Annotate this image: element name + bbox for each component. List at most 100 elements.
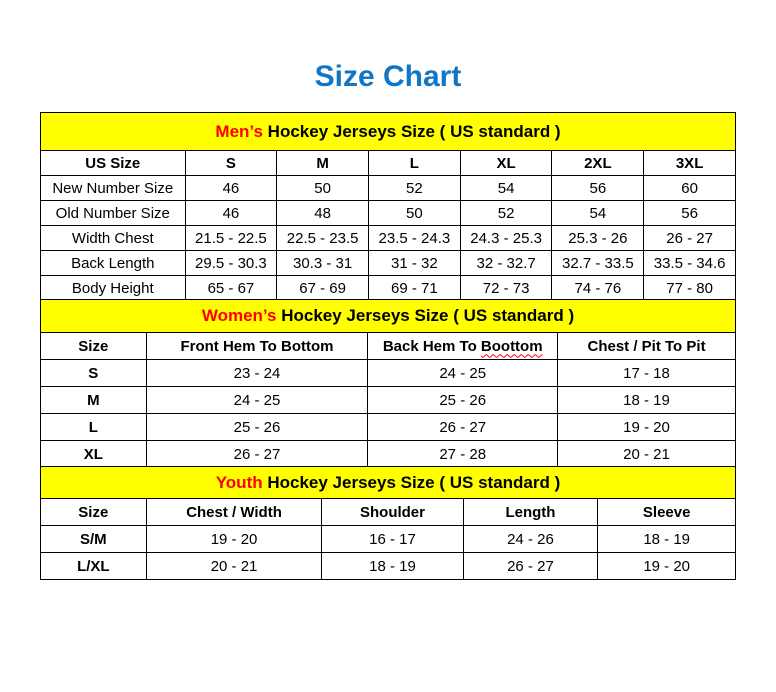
womens-section-header-row: Women’s Hockey Jerseys Size ( US standar…	[40, 299, 736, 333]
mens-column-header: 3XL	[643, 150, 736, 176]
womens-size-table: Women’s Hockey Jerseys Size ( US standar…	[40, 299, 736, 468]
youth-column-header: Shoulder	[321, 498, 464, 526]
mens-data-cell: 22.5 - 23.5	[276, 225, 370, 251]
womens-data-cell: 25 - 26	[145, 413, 369, 441]
table-row: S/M 19 - 20 16 - 17 24 - 26 18 - 19	[40, 525, 736, 553]
table-row: L/XL 20 - 21 18 - 19 26 - 27 19 - 20	[40, 552, 736, 580]
youth-section-title: Youth Hockey Jerseys Size ( US standard …	[40, 466, 736, 499]
mens-column-header: XL	[459, 150, 553, 176]
womens-data-cell: 26 - 27	[145, 440, 369, 468]
table-row: Body Height 65 - 67 67 - 69 69 - 71 72 - 73 7…	[40, 275, 736, 301]
womens-column-header: Front Hem To Bottom	[145, 332, 369, 360]
youth-data-cell: 18 - 19	[321, 552, 464, 580]
mens-section-header-row: Men’s Hockey Jerseys Size ( US standard …	[40, 112, 736, 151]
youth-data-cell: 18 - 19	[597, 525, 736, 553]
mens-data-cell: 54	[551, 200, 645, 226]
womens-data-cell: 20 - 21	[557, 440, 736, 468]
youth-data-cell: 19 - 20	[597, 552, 736, 580]
youth-size-table: Youth Hockey Jerseys Size ( US standard …	[40, 466, 736, 580]
mens-data-cell: 72 - 73	[459, 275, 553, 301]
mens-data-cell: 56	[643, 200, 736, 226]
mens-data-cell: 32 - 32.7	[459, 250, 553, 276]
mens-data-cell: 30.3 - 31	[276, 250, 370, 276]
mens-data-cell: 67 - 69	[276, 275, 370, 301]
womens-data-cell: 19 - 20	[557, 413, 736, 441]
mens-size-table: Men’s Hockey Jerseys Size ( US standard …	[40, 112, 736, 301]
mens-column-header: M	[276, 150, 370, 176]
womens-data-cell: 17 - 18	[557, 359, 736, 387]
youth-column-header: Sleeve	[597, 498, 736, 526]
youth-row-label: S/M	[40, 525, 147, 553]
youth-column-header-row: Size Chest / Width Shoulder Length Sleeve	[40, 498, 736, 526]
youth-column-header: Length	[462, 498, 599, 526]
page-title: Size Chart	[314, 60, 462, 93]
youth-data-cell: 26 - 27	[462, 552, 599, 580]
mens-data-cell: 69 - 71	[368, 275, 461, 301]
mens-column-header-row: US Size S M L XL 2XL 3XL	[40, 150, 736, 176]
mens-data-cell: 32.7 - 33.5	[551, 250, 645, 276]
table-row: New Number Size 46 50 52 54 56 60	[40, 175, 736, 201]
mens-data-cell: 50	[368, 200, 461, 226]
table-row: Old Number Size 46 48 50 52 54 56	[40, 200, 736, 226]
womens-row-label: M	[40, 386, 147, 414]
womens-column-header: Size	[40, 332, 147, 360]
mens-data-cell: 56	[551, 175, 645, 201]
youth-data-cell: 19 - 20	[145, 525, 323, 553]
mens-column-header: US Size	[40, 150, 186, 176]
womens-data-cell: 25 - 26	[367, 386, 559, 414]
womens-section-title: Women’s Hockey Jerseys Size ( US standar…	[40, 299, 736, 333]
mens-data-cell: 25.3 - 26	[551, 225, 645, 251]
youth-column-header: Size	[40, 498, 147, 526]
mens-data-cell: 21.5 - 22.5	[184, 225, 278, 251]
mens-row-label: New Number Size	[40, 175, 186, 201]
womens-row-label: S	[40, 359, 147, 387]
womens-column-header-row: Size Front Hem To Bottom Back Hem To Boott…	[40, 332, 736, 360]
womens-data-cell: 18 - 19	[557, 386, 736, 414]
table-row: L 25 - 26 26 - 27 19 - 20	[40, 413, 736, 441]
mens-title-rest: Hockey Jerseys Size ( US standard )	[262, 121, 561, 141]
mens-column-header: L	[368, 150, 461, 176]
mens-data-cell: 60	[643, 175, 736, 201]
mens-data-cell: 31 - 32	[368, 250, 461, 276]
mens-data-cell: 33.5 - 34.6	[643, 250, 736, 276]
mens-title-accent: Men’s	[215, 121, 263, 141]
womens-column-header: Chest / Pit To Pit	[557, 332, 736, 360]
mens-data-cell: 52	[459, 200, 553, 226]
youth-data-cell: 20 - 21	[145, 552, 323, 580]
mens-row-label: Back Length	[40, 250, 186, 276]
mens-data-cell: 46	[184, 200, 278, 226]
youth-title-accent: Youth	[215, 472, 263, 492]
table-row: Width Chest 21.5 - 22.5 22.5 - 23.5 23.5 - …	[40, 225, 736, 251]
mens-section-title: Men’s Hockey Jerseys Size ( US standard …	[40, 112, 736, 151]
mens-data-cell: 50	[276, 175, 370, 201]
misspelled-word: Boottom	[480, 337, 543, 355]
mens-row-label: Body Height	[40, 275, 186, 301]
womens-row-label: XL	[40, 440, 147, 468]
mens-data-cell: 48	[276, 200, 370, 226]
mens-data-cell: 29.5 - 30.3	[184, 250, 278, 276]
womens-title-rest: Hockey Jerseys Size ( US standard )	[276, 306, 575, 325]
mens-data-cell: 54	[459, 175, 553, 201]
table-row: S 23 - 24 24 - 25 17 - 18	[40, 359, 736, 387]
womens-column-header: Back Hem To Boottom	[367, 332, 559, 360]
youth-data-cell: 24 - 26	[462, 525, 599, 553]
mens-data-cell: 26 - 27	[643, 225, 736, 251]
womens-row-label: L	[40, 413, 147, 441]
mens-data-cell: 65 - 67	[184, 275, 278, 301]
youth-title-rest: Hockey Jerseys Size ( US standard )	[262, 472, 561, 492]
mens-row-label: Width Chest	[40, 225, 186, 251]
mens-row-label: Old Number Size	[40, 200, 186, 226]
mens-data-cell: 74 - 76	[551, 275, 645, 301]
mens-column-header: 2XL	[551, 150, 645, 176]
mens-data-cell: 24.3 - 25.3	[459, 225, 553, 251]
youth-section-header-row: Youth Hockey Jerseys Size ( US standard …	[40, 466, 736, 499]
youth-column-header: Chest / Width	[145, 498, 323, 526]
youth-row-label: L/XL	[40, 552, 147, 580]
mens-data-cell: 46	[184, 175, 278, 201]
womens-data-cell: 24 - 25	[145, 386, 369, 414]
mens-data-cell: 23.5 - 24.3	[368, 225, 461, 251]
youth-data-cell: 16 - 17	[321, 525, 464, 553]
womens-title-accent: Women’s	[201, 306, 277, 325]
womens-data-cell: 27 - 28	[367, 440, 559, 468]
